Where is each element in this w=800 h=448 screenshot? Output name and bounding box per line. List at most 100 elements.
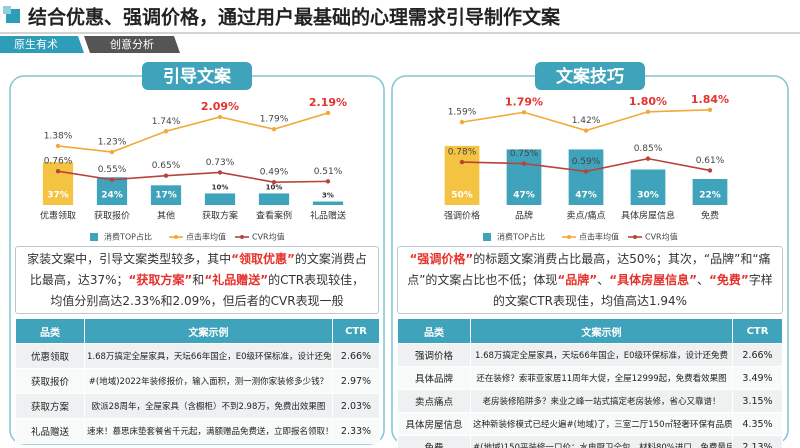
bar bbox=[150, 185, 182, 205]
table-cell: 卖点痛点 bbox=[397, 389, 471, 413]
table-cell: 具体房屋信息 bbox=[397, 412, 471, 436]
table-cell: 2.97% bbox=[332, 368, 380, 394]
x-tick-label: 获取报价 bbox=[94, 210, 130, 222]
table-cell: 获取方案 bbox=[15, 393, 85, 419]
bar-value-label: 10% bbox=[266, 183, 283, 191]
summary-text: 家装文案中，引导文案类型较多，其中“领取优惠”的文案消费占比最高，达37%；“获… bbox=[24, 249, 370, 312]
table-cell: 1.68万搞定全屋家具，天坛66年国企，E0级环保标准，设计还免费 bbox=[84, 343, 333, 369]
line-value-label: 0.85% bbox=[634, 144, 663, 154]
bar-value-label: 10% bbox=[212, 183, 229, 191]
line-point bbox=[325, 110, 331, 116]
bar bbox=[444, 145, 480, 205]
highlight-text: “具体房屋信息” bbox=[609, 272, 697, 287]
legend-swatch bbox=[174, 235, 178, 239]
bar-value-label: 47% bbox=[513, 191, 535, 201]
legend-label: 点击率均值 bbox=[186, 232, 226, 242]
line-value-label: 0.76% bbox=[44, 157, 73, 167]
line-point bbox=[459, 159, 465, 165]
x-tick-label: 查看案例 bbox=[256, 210, 292, 222]
legend-label: 点击率均值 bbox=[579, 232, 619, 242]
line-value-label: 1.79% bbox=[505, 95, 543, 108]
table-cell: 还在装修？索菲亚家居11周年大促，全屋12999起，免费看效果图 bbox=[470, 366, 733, 390]
summary-segment: 的文案消费占比最高，达37%； bbox=[29, 251, 367, 287]
line-point bbox=[163, 129, 169, 134]
column-header: 品类 bbox=[397, 318, 471, 344]
legend-label: CVR均值 bbox=[252, 232, 285, 242]
table-cell: 欧派28周年，全屋家具（含橱柜）不到2.98万，免费出效果图 bbox=[84, 393, 333, 419]
line-value-label: 1.23% bbox=[98, 138, 127, 148]
line-value-label: 2.19% bbox=[309, 96, 347, 109]
line-value-label: 0.73% bbox=[206, 158, 235, 168]
legend-swatch bbox=[567, 235, 571, 239]
table-cell: 2.33% bbox=[332, 418, 380, 444]
line-value-label: 1.84% bbox=[691, 93, 729, 106]
line-point bbox=[217, 170, 223, 175]
line-value-label: 1.74% bbox=[152, 117, 181, 127]
x-tick-label: 礼品赠送 bbox=[310, 210, 346, 222]
x-tick-label: 品牌 bbox=[515, 210, 533, 222]
line-value-label: 0.65% bbox=[152, 161, 181, 171]
line-value-label: 0.59% bbox=[572, 157, 601, 167]
x-tick-label: 强调价格 bbox=[444, 210, 480, 222]
line-point bbox=[325, 179, 331, 184]
line-point bbox=[583, 128, 589, 133]
line-point bbox=[271, 179, 277, 185]
tab bbox=[0, 36, 84, 53]
table-cell: 强调价格 bbox=[397, 343, 471, 367]
table-row: 卖点痛点 老房装修陷阱多？来业之峰一站式搞定老房装修，省心又靠谱！ 3.15% bbox=[397, 389, 783, 413]
line-point bbox=[271, 127, 277, 132]
table-row: 强调价格 1.68万搞定全屋家具，天坛66年国企，E0级环保标准，设计还免费 2.6… bbox=[397, 343, 783, 367]
line-value-label: 1.59% bbox=[448, 108, 477, 118]
line-point bbox=[645, 109, 651, 114]
bar bbox=[204, 193, 236, 205]
bar-value-label: 37% bbox=[47, 191, 69, 201]
bar bbox=[312, 201, 344, 205]
summary-text: “强调价格”的标题文案消费占比最高，达50%；其次，“品牌”和“痛点”的文案占比… bbox=[406, 249, 774, 312]
line-value-label: 0.49% bbox=[260, 168, 289, 178]
table-cell: 1.68万搞定全屋家具，天坛66年国企，E0级环保标准，设计还免费 bbox=[470, 343, 733, 367]
bar-value-label: 50% bbox=[451, 191, 473, 201]
table-cell: 3.49% bbox=[732, 366, 783, 390]
table-cell: 免费 bbox=[397, 435, 471, 448]
table: 品类 文案示例 CTR 强调价格 1.68万搞定全屋家具，天坛66年国企，E0级环保标准… bbox=[397, 318, 783, 448]
table-row: 免费#(地域)150平装修一口价：水电厨卫全包，材料80%进口，免费量房2.13… bbox=[397, 435, 783, 448]
line-value-label: 1.80% bbox=[629, 95, 667, 108]
table-row: 获取报价 #(地域)2022年装修报价，输入面积，测一测你家装修多少钱？ 2.97% bbox=[15, 368, 380, 394]
summary-segment: 的标题文案消费占比最高，达50%；其次，“品牌”和“痛点”的文案占比也不低；体现 bbox=[407, 251, 771, 287]
column-header: 品类 bbox=[15, 318, 85, 344]
column-header: 文案示例 bbox=[470, 318, 733, 344]
line bbox=[57, 170, 329, 183]
line-point bbox=[583, 169, 589, 174]
line-value-label: 0.75% bbox=[510, 149, 539, 159]
bar bbox=[506, 149, 542, 205]
bar-value-label: 17% bbox=[155, 191, 177, 201]
table-cell: 这种新装修模式已经火遍#(地域)了，三室二厅150㎡轻奢环保有品质 bbox=[470, 412, 733, 436]
table-header: 品类 文案示例 CTR bbox=[15, 318, 380, 344]
table-cell: 具体品牌 bbox=[397, 366, 471, 390]
column-header: CTR bbox=[332, 318, 380, 344]
line-point bbox=[459, 119, 465, 125]
line-value-label: 1.79% bbox=[260, 115, 289, 125]
table-cell: #(地域)150平装修一口价：水电厨卫全包，材料80%进口，免费量房 bbox=[470, 435, 733, 448]
legend-label: CVR均值 bbox=[645, 232, 678, 242]
column-header: 文案示例 bbox=[84, 318, 333, 344]
highlight-text: “强调价格” bbox=[409, 251, 474, 266]
line-point bbox=[521, 161, 527, 166]
chart-title-badge bbox=[535, 62, 645, 90]
tab bbox=[84, 36, 180, 53]
legend-swatch bbox=[240, 235, 244, 239]
title-icon-accent bbox=[3, 6, 11, 14]
table-row: 优惠领取 1.68万搞定全屋家具，天坛66年国企，E0级环保标准，设计还免费 2.6… bbox=[15, 343, 380, 369]
x-tick-label: 获取方案 bbox=[202, 210, 238, 222]
highlight-text: “免费” bbox=[709, 272, 749, 287]
chart-title: 文案技巧 bbox=[556, 66, 624, 87]
x-tick-label: 具体房屋信息 bbox=[621, 210, 675, 222]
table-row: 获取方案 欧派28周年，全屋家具（含橱柜）不到2.98万，免费出效果图 2.03% bbox=[15, 393, 380, 419]
table-header: 品类 文案示例 CTR bbox=[397, 318, 783, 344]
table-row: 礼品赠送 速来！慕思床垫套餐省千元起，满额赠品免费送，立即报名领取！ 2.33% bbox=[15, 418, 380, 444]
column-header: CTR bbox=[732, 318, 783, 344]
summary-segment: 和 bbox=[192, 272, 205, 287]
page-title: 结合优惠、强调价格，通过用户最基础的心理需求引导制作文案 bbox=[28, 6, 561, 29]
table-row: 具体房屋信息 这种新装修模式已经火遍#(地域)了，三室二厅150㎡轻奢环保有品质 4… bbox=[397, 412, 783, 436]
